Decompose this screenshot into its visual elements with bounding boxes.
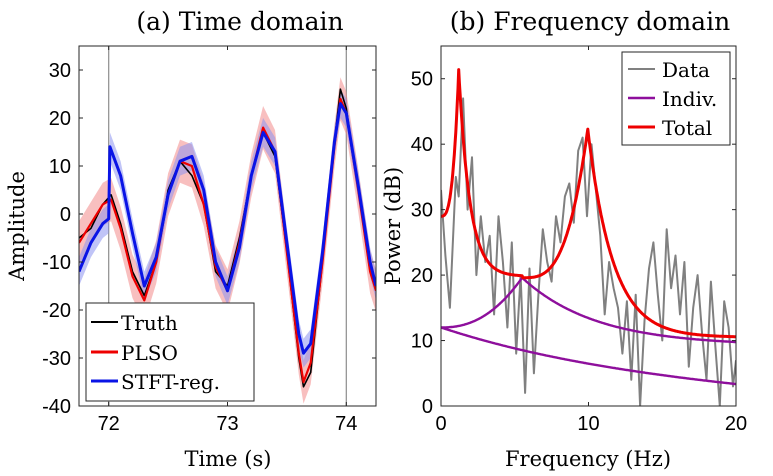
legend-label-plso: PLSO	[121, 341, 178, 365]
x-tick-label: 74	[335, 413, 357, 435]
y-axis-label: Amplitude	[5, 171, 29, 282]
x-tick-label: 72	[98, 413, 120, 435]
chart-title: (a) Time domain	[136, 7, 343, 36]
x-tick-label: 10	[577, 413, 599, 435]
series-indiv-line-1	[441, 326, 736, 386]
legend-label-indiv: Indiv.	[662, 87, 717, 111]
legend: Data Indiv. Total	[621, 51, 731, 146]
legend-label-truth: Truth	[121, 311, 178, 335]
series-indiv-line-2	[441, 275, 736, 344]
y-axis-label: Power (dB)	[381, 167, 405, 285]
series-stft-reg-line	[79, 102, 376, 355]
y-tick-label: 0	[422, 396, 433, 418]
chart-time-domain: (a) Time domain -40 -30 -20 -10 0 10 20 30 72 73 7…	[5, 7, 377, 471]
legend: Truth PLSO STFT-reg.	[85, 302, 255, 402]
y-tick-label: 10	[49, 156, 71, 178]
y-tick-label: 10	[411, 331, 433, 353]
y-tick-label: 30	[49, 60, 71, 82]
y-tick-label: -20	[42, 300, 71, 322]
y-tick-label: 40	[411, 134, 433, 156]
series-total-line	[441, 68, 736, 339]
y-tick-label: -30	[42, 348, 71, 370]
x-tick-label: 0	[435, 413, 446, 435]
y-tick-label: 50	[411, 69, 433, 91]
y-tick-label: -10	[42, 252, 71, 274]
y-tick-label: 20	[49, 108, 71, 130]
legend-label-stft: STFT-reg.	[121, 370, 220, 394]
x-axis-label: Frequency (Hz)	[505, 447, 671, 471]
y-tick-label: 20	[411, 265, 433, 287]
y-tick-label: -40	[42, 396, 71, 418]
x-tick-label: 20	[725, 413, 747, 435]
legend-label-total: Total	[662, 116, 712, 140]
chart-title: (b) Frequency domain	[450, 7, 730, 36]
chart-frequency-domain: (b) Frequency domain 0 10 20 30 40 50 0 10 20 Fr…	[381, 7, 747, 471]
x-axis-label: Time (s)	[185, 447, 272, 471]
series-data-line	[441, 97, 736, 406]
y-tick-label: 30	[411, 200, 433, 222]
x-tick-label: 73	[216, 413, 238, 435]
y-tick-label: 0	[60, 204, 71, 226]
legend-label-data: Data	[662, 58, 710, 82]
